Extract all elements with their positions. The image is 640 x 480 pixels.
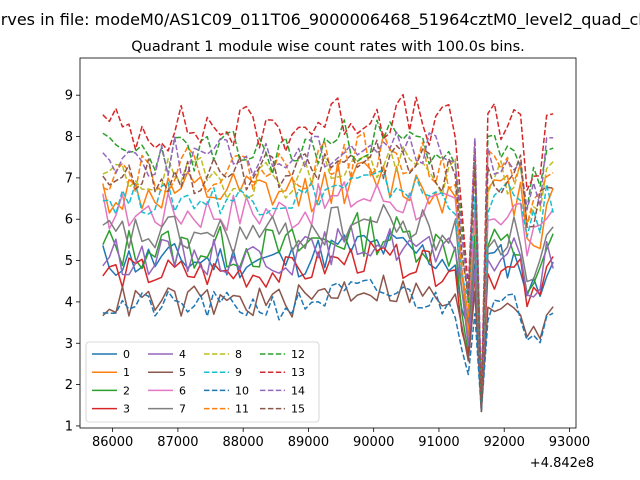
legend-label-12: 12 bbox=[291, 348, 305, 361]
x-offset-label: +4.842e8 bbox=[530, 456, 594, 471]
series-line-15 bbox=[102, 139, 554, 413]
legend-label-9: 9 bbox=[235, 366, 242, 379]
legend-label-15: 15 bbox=[291, 403, 305, 416]
legend-label-11: 11 bbox=[235, 403, 249, 416]
x-tick-label-91000: 91000 bbox=[418, 435, 459, 450]
legend-label-8: 8 bbox=[235, 348, 242, 361]
legend-label-4: 4 bbox=[179, 348, 186, 361]
y-tick-label-5: 5 bbox=[65, 254, 73, 269]
legend-label-6: 6 bbox=[179, 384, 186, 397]
y-tick-label-1: 1 bbox=[65, 419, 73, 434]
y-tick-label-4: 4 bbox=[65, 295, 73, 310]
plot-area: 86000 87000 88000 89000 90000 91000 92000 93000… bbox=[65, 57, 590, 450]
legend-label-3: 3 bbox=[123, 403, 130, 416]
x-tick-label-88000: 88000 bbox=[222, 435, 263, 450]
x-tick-label-86000: 86000 bbox=[92, 435, 133, 450]
y-tick-label-8: 8 bbox=[65, 130, 73, 145]
legend-label-5: 5 bbox=[179, 366, 186, 379]
legend-label-13: 13 bbox=[291, 366, 305, 379]
series-lines bbox=[102, 93, 554, 413]
series-line-10 bbox=[102, 278, 554, 413]
series-line-9 bbox=[102, 169, 554, 393]
y-tick-label-9: 9 bbox=[65, 89, 73, 104]
axes-frame bbox=[79, 57, 577, 429]
legend-box bbox=[85, 341, 320, 423]
legend-label-10: 10 bbox=[235, 384, 249, 397]
x-tick-label-90000: 90000 bbox=[353, 435, 394, 450]
y-tick-label-3: 3 bbox=[65, 337, 73, 352]
legend-label-14: 14 bbox=[291, 384, 305, 397]
x-tick-label-87000: 87000 bbox=[157, 435, 198, 450]
series-line-14 bbox=[102, 131, 554, 393]
chart-title: Quadrant 1 module wise count rates with … bbox=[131, 39, 525, 55]
legend-label-0: 0 bbox=[123, 348, 130, 361]
y-tick-label-7: 7 bbox=[65, 171, 73, 186]
legend-label-2: 2 bbox=[123, 384, 130, 397]
x-tick-label-93000: 93000 bbox=[549, 435, 590, 450]
legend-label-7: 7 bbox=[179, 403, 186, 416]
x-tick-label-89000: 89000 bbox=[288, 435, 329, 450]
x-tick-label-92000: 92000 bbox=[484, 435, 525, 450]
y-tick-label-2: 2 bbox=[65, 378, 73, 393]
series-line-7 bbox=[102, 203, 554, 403]
legend-label-1: 1 bbox=[123, 366, 130, 379]
figure-suptitle: Light curves in file: modeM0/AS1C09_011T… bbox=[0, 10, 640, 30]
y-tick-label-6: 6 bbox=[65, 213, 73, 228]
